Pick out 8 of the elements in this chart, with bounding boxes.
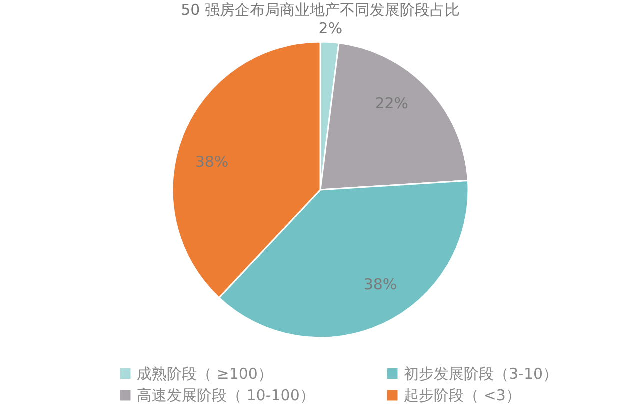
chart-title: 50 强房企布局商业地产不同发展阶段占比	[181, 1, 460, 19]
legend-label: 成熟阶段（ ≥100）	[137, 364, 273, 383]
data-label: 38%	[364, 276, 398, 294]
legend-label: 初步发展阶段（3-10）	[404, 364, 558, 383]
legend-label: 起步阶段（ <3）	[404, 386, 521, 404]
data-label: 2%	[318, 19, 343, 38]
legend-label: 高速发展阶段（ 10-100）	[137, 386, 315, 404]
data-label: 38%	[195, 153, 229, 172]
